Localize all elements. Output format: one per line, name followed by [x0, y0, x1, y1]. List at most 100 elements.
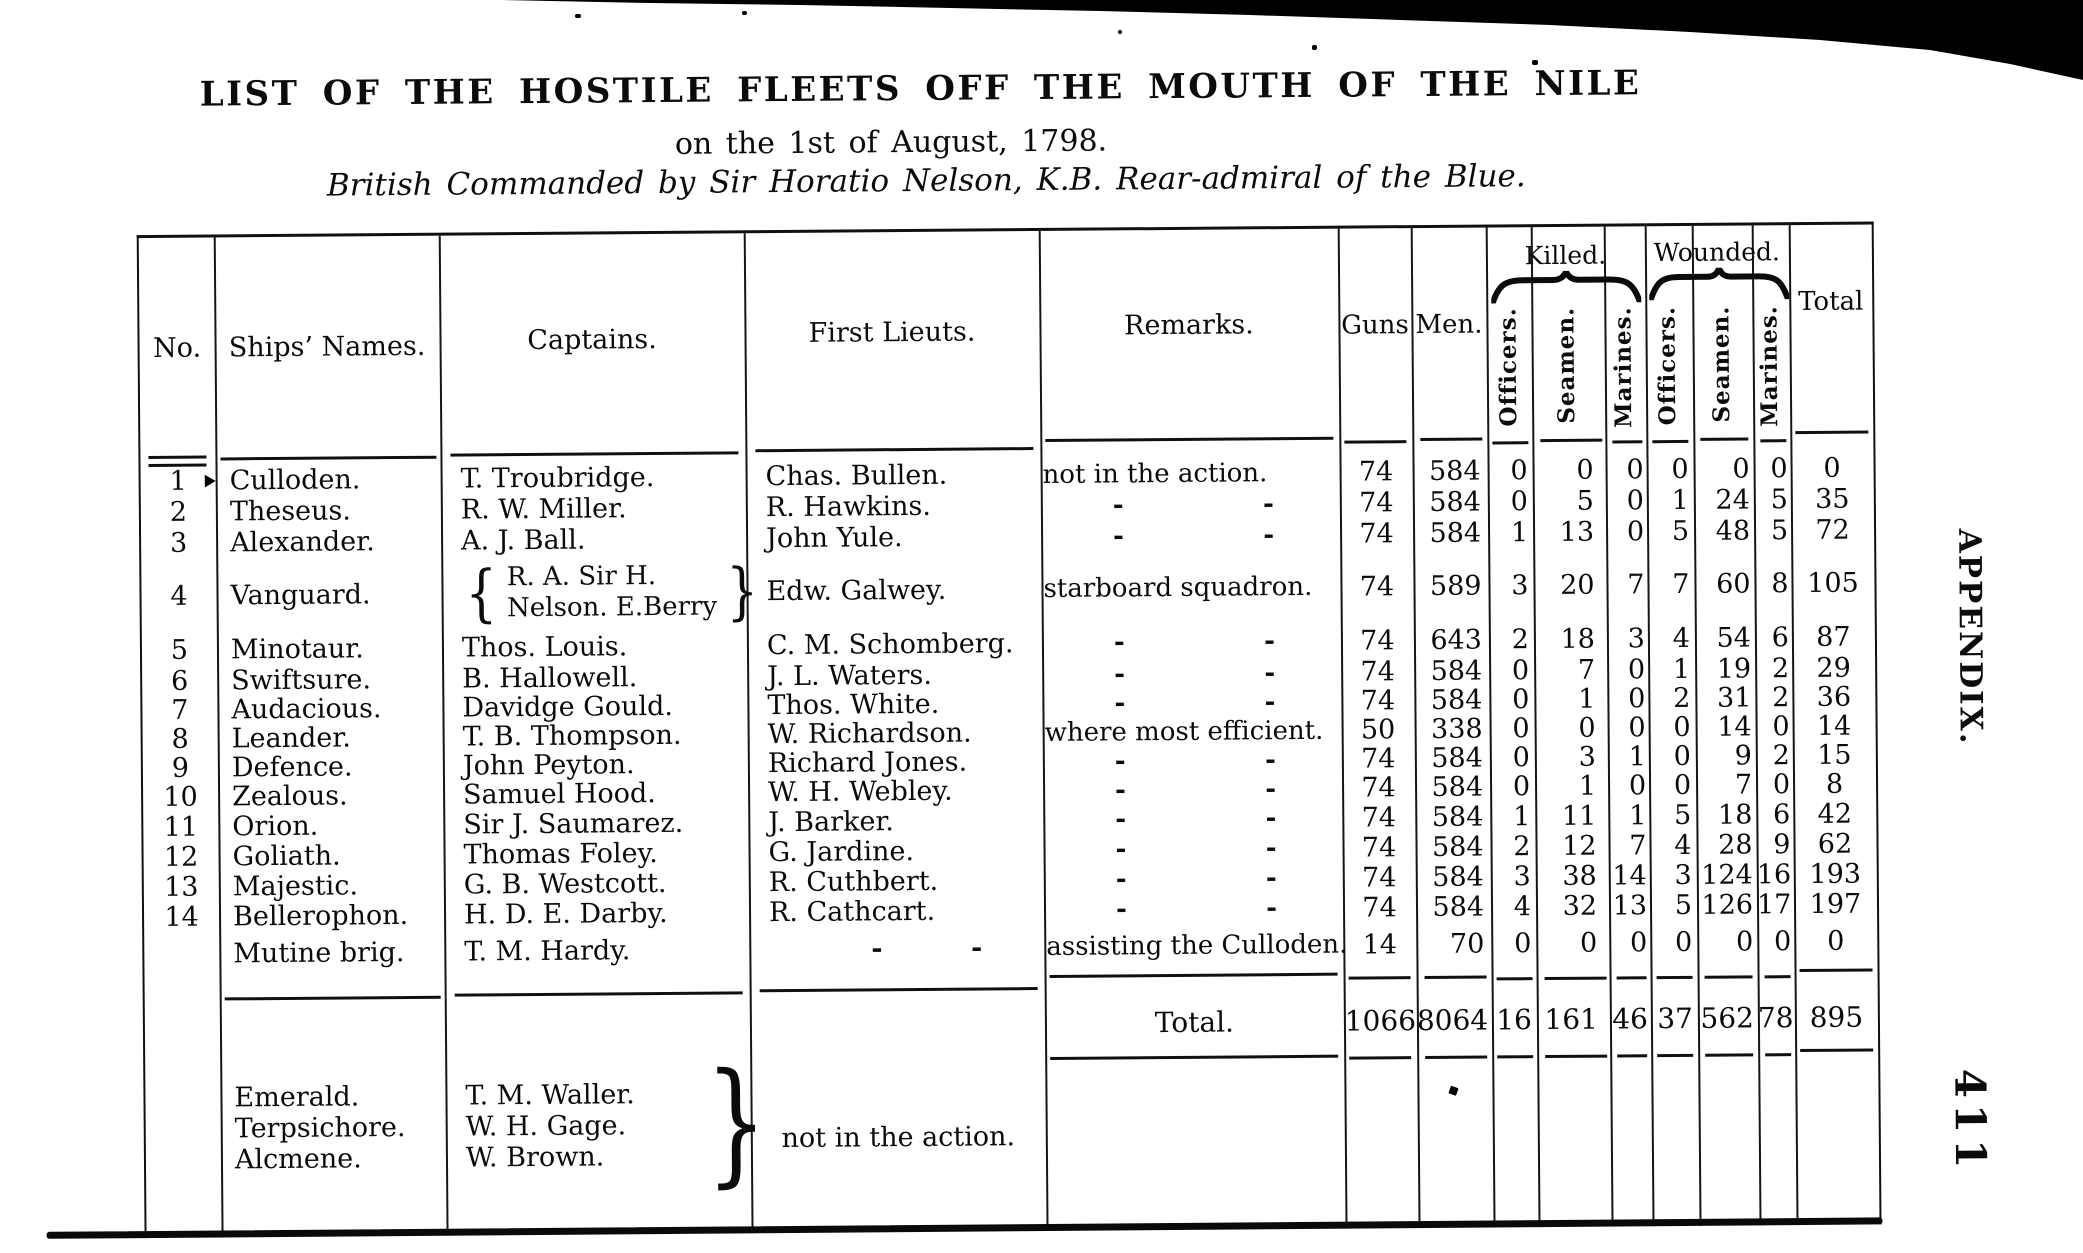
cell-total: 0 [1823, 452, 1841, 484]
cell-guns: 14 [1362, 928, 1398, 960]
cell-killed-officers: 4 [1513, 890, 1532, 922]
rule-segment [1049, 972, 1338, 978]
captain-lines: R. A. Sir H. Nelson. E.Berry [507, 561, 717, 625]
cell-men: 584 [1431, 801, 1484, 833]
total-killed-officers: 16 [1496, 1002, 1533, 1036]
rule-segment [1348, 976, 1411, 980]
dash-mark: - [1265, 863, 1277, 894]
cell-killed-marines: 14 [1612, 859, 1647, 892]
extra-captain: W. H. Gage. [465, 1110, 627, 1143]
dash-mark: - [1112, 489, 1124, 520]
total-wounded-officers: 37 [1657, 1001, 1694, 1035]
rule-segment [1657, 1053, 1694, 1058]
dash-mark: - [1115, 804, 1127, 835]
cell-remark: -- [1042, 626, 1341, 658]
cell-wounded-seamen: 60 [1716, 567, 1751, 600]
cell-killed-marines: 3 [1627, 622, 1646, 654]
wounded-group-brace-icon [1649, 267, 1790, 301]
cell-killed-marines: 0 [1629, 926, 1648, 958]
cell-total: 105 [1807, 567, 1859, 599]
cell-ship-name: Defence. [231, 751, 353, 784]
total-wounded-marines: 78 [1757, 1000, 1794, 1034]
total-label: Total. [1154, 1005, 1235, 1039]
cell-wounded-seamen: 24 [1715, 484, 1750, 516]
cell-men: 643 [1430, 624, 1483, 656]
total-killed-seamen: 161 [1544, 1002, 1599, 1036]
cell-wounded-officers: 0 [1673, 740, 1691, 773]
cell-total: 197 [1809, 888, 1862, 920]
cell-killed-marines: 0 [1627, 654, 1646, 686]
cell-killed-seamen: 13 [1559, 516, 1595, 548]
cell-total: 72 [1815, 514, 1850, 546]
rule-segment [1344, 440, 1407, 444]
rule-segment [1496, 977, 1533, 981]
cell-first-lieutenant: J. Barker. [768, 805, 895, 838]
rule-segment [759, 987, 1038, 993]
fleet-table: No. Ships’ Names. Captains. First Lieuts… [136, 221, 1882, 1239]
extra-captains-list: T. M. Waller. W. H. Gage. W. Brown. [445, 1079, 696, 1174]
extra-captain: W. Brown. [465, 1141, 605, 1174]
cell-total: 15 [1817, 739, 1852, 771]
cell-wounded-seamen: 124 [1701, 858, 1753, 891]
subheader-wounded-seamen: Seamen. [1707, 305, 1736, 423]
dash-mark: - [1263, 519, 1275, 550]
extra-note: not in the action. [781, 1121, 1016, 1155]
cell-first-lieutenant: Chas. Bullen. [765, 459, 948, 493]
cell-remark: not in the action. [1042, 457, 1268, 490]
cell-men: 584 [1431, 831, 1484, 863]
page-title: LIST OF THE HOSTILE FLEETS OFF THE MOUTH… [199, 63, 1642, 115]
rule-segment [1616, 976, 1647, 980]
cell-row-number: 14 [164, 901, 199, 933]
rule-segment [1349, 1056, 1412, 1060]
cell-ship-name: Mutine brig. [233, 936, 405, 969]
cell-guns: 74 [1360, 685, 1396, 717]
cell-wounded-officers: 5 [1674, 889, 1693, 921]
ink-speck [742, 11, 747, 15]
cell-guns: 74 [1360, 656, 1395, 688]
subheader-killed-marines: Marines. [1609, 306, 1638, 429]
ink-speck [1312, 45, 1317, 50]
dash-mark: - [1264, 744, 1276, 775]
cell-killed-officers: 0 [1511, 655, 1530, 687]
cell-row-number: 13 [164, 871, 199, 903]
total-killed-marines: 46 [1612, 1001, 1649, 1036]
cell-wounded-marines: 5 [1770, 515, 1789, 547]
cell-men: 584 [1430, 684, 1483, 716]
cell-wounded-seamen: 19 [1716, 653, 1752, 685]
rule-segment [1700, 437, 1749, 441]
cell-wounded-seamen: 54 [1716, 621, 1752, 654]
cell-wounded-officers: 1 [1671, 484, 1689, 517]
cell-killed-marines: 0 [1626, 454, 1644, 486]
cell-wounded-seamen: 31 [1716, 682, 1752, 714]
dash-mark: - [1112, 520, 1125, 551]
left-brace-icon: { [465, 556, 498, 630]
rule-segment [1045, 436, 1334, 442]
column-header-remarks: Remarks. [1123, 309, 1254, 342]
rule-segment [224, 995, 441, 1001]
cell-guns: 74 [1361, 861, 1397, 893]
cell-remark: -- [1041, 488, 1340, 520]
rule-segment [1544, 976, 1607, 981]
cell-total: 62 [1817, 828, 1853, 860]
right-brace-icon: } [726, 554, 759, 628]
cell-first-lieutenant: W. Richardson. [767, 717, 972, 751]
rule-segment [1760, 439, 1787, 443]
dash-mark: - [1115, 834, 1127, 865]
cell-killed-marines: 0 [1626, 516, 1645, 548]
cell-men: 584 [1430, 655, 1483, 687]
cell-ship-name: Bellerophon. [232, 899, 409, 932]
cell-wounded-officers: 7 [1672, 568, 1690, 600]
cell-killed-seamen: 12 [1562, 830, 1597, 862]
cell-wounded-officers: 0 [1673, 711, 1691, 744]
cell-killed-seamen: 1 [1578, 683, 1596, 715]
rule-segment [755, 447, 1034, 453]
cell-killed-officers: 3 [1511, 569, 1529, 601]
cell-first-lieutenant: -- [749, 931, 1044, 964]
cell-captain: T. M. Hardy. [464, 934, 631, 968]
dash-mark: - [1265, 833, 1277, 864]
cell-captain: Samuel Hood. [462, 778, 656, 811]
cell-guns: 74 [1360, 624, 1395, 656]
cell-killed-officers: 0 [1513, 927, 1532, 959]
cell-total: 36 [1816, 681, 1852, 713]
cell-men: 584 [1431, 771, 1484, 803]
